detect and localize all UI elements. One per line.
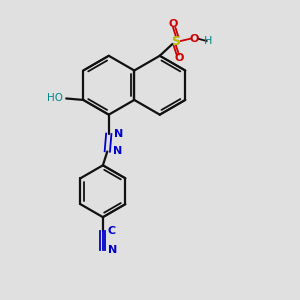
- Text: O: O: [168, 19, 178, 29]
- Text: O: O: [190, 34, 199, 44]
- Text: N: N: [112, 146, 122, 157]
- Text: HO: HO: [47, 94, 63, 103]
- Text: S: S: [172, 34, 181, 48]
- Text: C: C: [108, 226, 116, 236]
- Text: O: O: [174, 53, 184, 63]
- Text: H: H: [204, 36, 212, 46]
- Text: N: N: [114, 129, 123, 139]
- Text: N: N: [108, 244, 117, 254]
